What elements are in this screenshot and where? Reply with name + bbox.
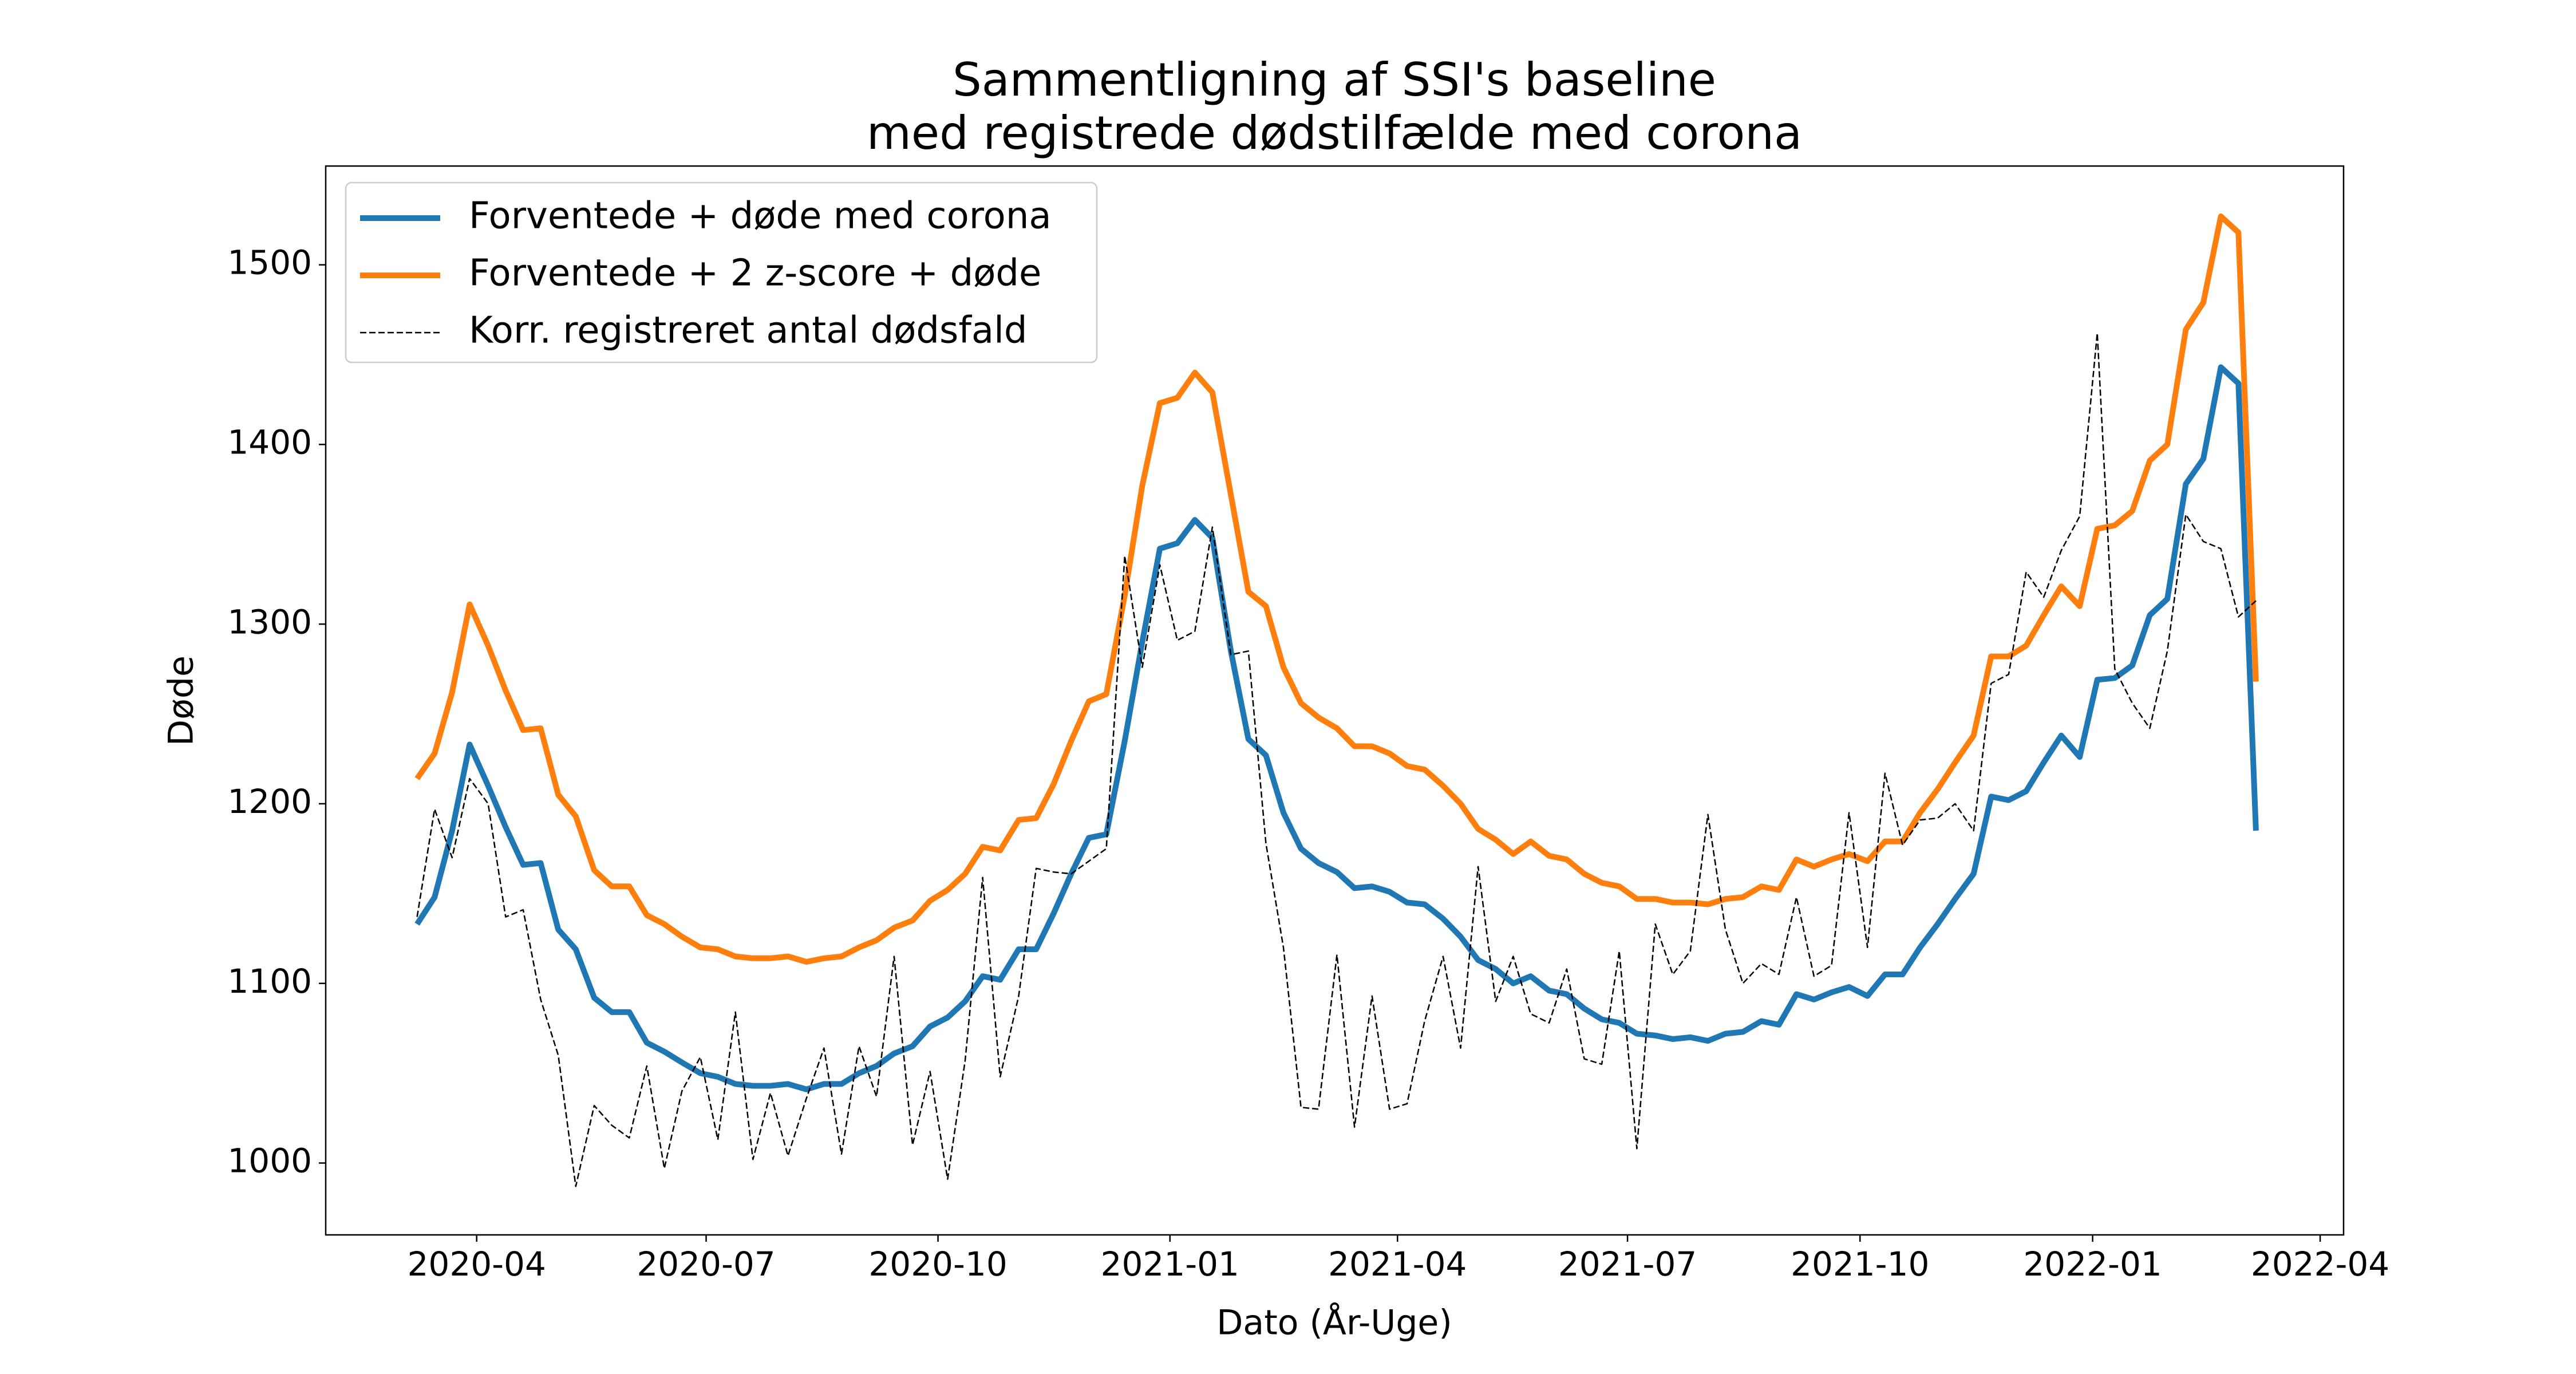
x-tick-label: 2020-04 [408, 1245, 546, 1284]
x-tick-label: 2021-10 [1791, 1245, 1929, 1284]
x-tick-label: 2022-01 [2023, 1245, 2162, 1284]
y-tick-label: 1100 [227, 962, 312, 1001]
x-tick-label: 2021-07 [1558, 1245, 1697, 1284]
legend-label: Forventede + 2 z-score + døde [469, 252, 1041, 295]
legend-box [345, 181, 1098, 364]
plot-frame [325, 165, 2345, 1236]
x-tick-label: 2022-04 [2251, 1245, 2389, 1284]
x-axis-label: Dato (År-Uge) [1216, 1302, 1452, 1343]
y-tick-label: 1500 [227, 243, 312, 282]
y-tick-label: 1300 [227, 602, 312, 641]
legend-label: Korr. registreret antal dødsfald [469, 310, 1028, 352]
chart-title: Sammentligning af SSI's baseline [953, 53, 1716, 106]
chart-title: med registrede dødstilfælde med corona [867, 106, 1802, 160]
x-tick-label: 2021-01 [1101, 1245, 1239, 1284]
x-tick-label: 2021-04 [1328, 1245, 1467, 1284]
legend-label: Forventede + døde med corona [469, 195, 1052, 238]
x-tick-label: 2020-10 [868, 1245, 1007, 1284]
y-tick-label: 1000 [227, 1142, 312, 1180]
x-tick-label: 2020-07 [637, 1245, 775, 1284]
series-line [414, 364, 2259, 1092]
series-line [416, 332, 2257, 1187]
series-line [414, 213, 2259, 965]
y-tick-label: 1400 [227, 423, 312, 461]
y-axis-label: Døde [161, 656, 202, 746]
y-tick-label: 1200 [227, 782, 312, 821]
